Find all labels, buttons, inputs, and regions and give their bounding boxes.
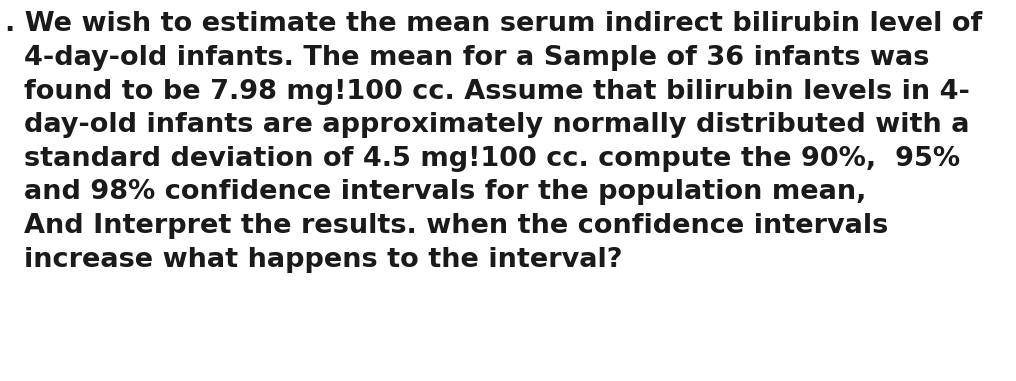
Text: . We wish to estimate the mean serum indirect bilirubin level of
  4-day-old inf: . We wish to estimate the mean serum ind… <box>5 11 982 273</box>
